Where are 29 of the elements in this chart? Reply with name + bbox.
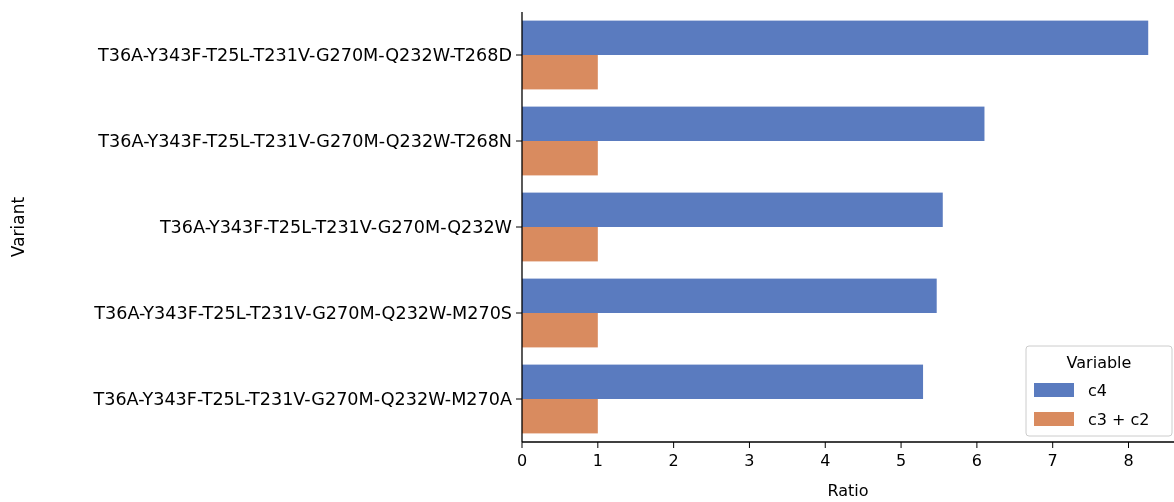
x-tick-label: 3 bbox=[744, 451, 755, 470]
x-tick-label: 0 bbox=[516, 451, 528, 470]
legend-label: c3 + c2 bbox=[1088, 409, 1150, 429]
bar bbox=[522, 55, 598, 90]
y-tick-label: T36A-Y343F-T25L-T231V-G270M-Q232W-T268N bbox=[97, 131, 512, 152]
bar bbox=[522, 364, 924, 399]
bar bbox=[522, 227, 598, 262]
bar bbox=[522, 192, 943, 227]
y-axis-title: Variant bbox=[8, 196, 28, 258]
bar bbox=[522, 399, 598, 434]
x-tick-label: 5 bbox=[895, 451, 907, 470]
bar bbox=[522, 141, 598, 176]
x-axis-title: Ratio bbox=[827, 481, 869, 500]
y-tick-label: T36A-Y343F-T25L-T231V-G270M-Q232W-M270A bbox=[92, 389, 512, 410]
bar bbox=[522, 106, 985, 141]
x-tick-label: 2 bbox=[668, 451, 679, 470]
x-tick-label: 6 bbox=[971, 451, 982, 470]
bar bbox=[522, 278, 937, 313]
y-tick-label: T36A-Y343F-T25L-T231V-G270M-Q232W-T268D bbox=[96, 45, 512, 66]
x-tick-label: 8 bbox=[1123, 451, 1134, 470]
x-tick-label: 4 bbox=[820, 451, 831, 470]
y-tick-label: T36A-Y343F-T25L-T231V-G270M-Q232W-M270S bbox=[93, 303, 512, 324]
y-tick-label: T36A-Y343F-T25L-T231V-G270M-Q232W bbox=[158, 217, 512, 238]
legend-title: Variable bbox=[1066, 353, 1132, 372]
bar bbox=[522, 313, 598, 348]
x-tick-label: 1 bbox=[592, 451, 603, 470]
x-tick-label: 7 bbox=[1047, 451, 1058, 470]
bar bbox=[522, 20, 1149, 55]
legend-label: c4 bbox=[1088, 380, 1107, 400]
